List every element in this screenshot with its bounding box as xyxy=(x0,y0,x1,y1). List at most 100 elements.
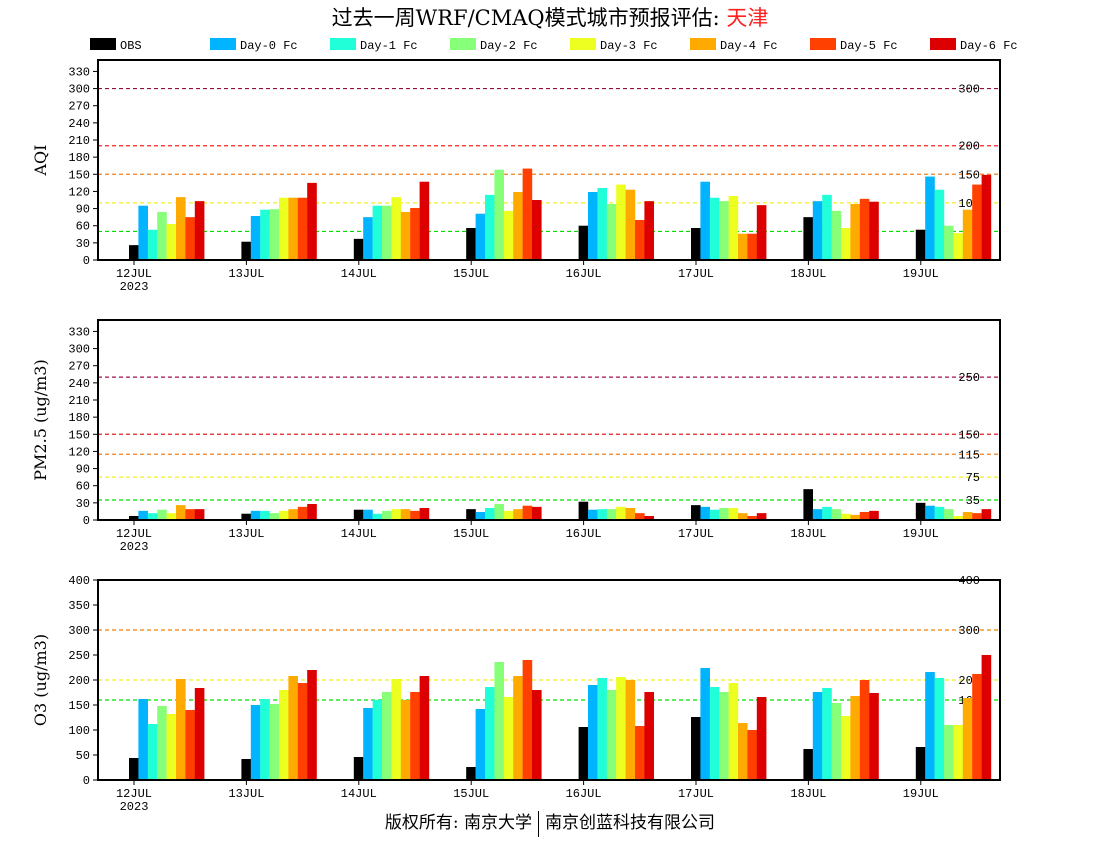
bar-day-6-fc xyxy=(532,506,542,520)
x-tick-label: 12JUL xyxy=(116,527,152,541)
bar-day-2-fc xyxy=(494,169,504,260)
bar-day-3-fc xyxy=(391,509,401,520)
bar-obs xyxy=(578,225,589,260)
bar-day-3-fc xyxy=(279,690,289,780)
threshold-label: 200 xyxy=(958,140,980,154)
bar-obs xyxy=(578,727,589,780)
bar-day-1-fc xyxy=(597,509,607,520)
bar-day-2-fc xyxy=(382,205,392,260)
bar-day-6-fc xyxy=(307,182,317,260)
bar-day-1-fc xyxy=(485,194,495,260)
bar-day-6-fc xyxy=(869,201,879,260)
y-tick-label: 60 xyxy=(76,480,90,494)
bar-day-5-fc xyxy=(635,726,645,780)
bar-day-2-fc xyxy=(269,513,280,520)
bar-obs xyxy=(466,509,476,520)
bar-day-0-fc xyxy=(588,685,598,780)
y-tick-label: 240 xyxy=(68,117,90,131)
bar-day-6-fc xyxy=(644,201,654,260)
bar-day-2-fc xyxy=(606,690,617,780)
y-tick-label: 150 xyxy=(68,699,90,713)
footer-right: 南京创蓝科技有限公司 xyxy=(545,813,716,833)
bar-day-2-fc xyxy=(831,210,842,260)
bar-day-2-fc xyxy=(157,706,167,780)
bar-day-3-fc xyxy=(841,716,851,780)
bar-obs xyxy=(691,228,701,260)
y-tick-label: 300 xyxy=(68,83,90,97)
legend-label: Day-4 Fc xyxy=(720,39,778,53)
threshold-label: 250 xyxy=(958,371,980,385)
bar-day-3-fc xyxy=(279,510,289,520)
y-tick-label: 240 xyxy=(68,377,90,391)
bar-day-4-fc xyxy=(625,680,636,780)
bar-day-4-fc xyxy=(850,204,860,260)
x-tick-label: 16JUL xyxy=(566,267,602,281)
bar-day-1-fc xyxy=(709,197,720,260)
bar-day-5-fc xyxy=(185,710,195,780)
bar-day-4-fc xyxy=(288,509,298,520)
bar-day-6-fc xyxy=(644,516,654,520)
bar-day-0-fc xyxy=(138,699,148,780)
bar-obs xyxy=(466,228,476,260)
bar-day-1-fc xyxy=(372,205,383,260)
y-tick-label: 30 xyxy=(76,237,90,251)
y-tick-label: 300 xyxy=(68,624,90,638)
bar-day-5-fc xyxy=(972,513,982,520)
bar-day-2-fc xyxy=(269,209,280,260)
x-tick-label: 18JUL xyxy=(790,267,826,281)
bar-day-5-fc xyxy=(297,197,308,260)
bar-day-5-fc xyxy=(410,208,420,260)
bar-day-2-fc xyxy=(831,703,842,780)
bar-obs xyxy=(466,767,476,780)
bar-day-6-fc xyxy=(756,205,767,260)
bar-day-3-fc xyxy=(841,513,851,520)
bar-obs xyxy=(691,717,701,780)
bar-day-2-fc xyxy=(157,212,167,260)
bar-day-2-fc xyxy=(157,509,167,520)
bar-day-4-fc xyxy=(513,509,523,520)
bar-day-1-fc xyxy=(260,699,270,780)
bar-day-0-fc xyxy=(812,692,823,780)
x-year-label: 2023 xyxy=(120,800,149,814)
bar-day-0-fc xyxy=(588,192,598,260)
bar-day-4-fc xyxy=(176,505,186,520)
y-tick-label: 400 xyxy=(68,574,90,588)
x-tick-label: 15JUL xyxy=(453,267,489,281)
bar-day-5-fc xyxy=(859,512,870,520)
x-tick-label: 14JUL xyxy=(341,267,377,281)
bar-day-1-fc xyxy=(372,513,383,520)
bar-day-1-fc xyxy=(260,510,270,520)
bar-obs xyxy=(915,229,926,260)
bar-day-4-fc xyxy=(176,679,186,780)
legend-swatch xyxy=(210,38,236,50)
bar-day-2-fc xyxy=(494,662,504,780)
bar-obs xyxy=(915,502,926,520)
x-year-label: 2023 xyxy=(120,280,149,294)
x-tick-label: 19JUL xyxy=(903,267,939,281)
bar-day-6-fc xyxy=(194,688,205,780)
bar-day-0-fc xyxy=(363,509,373,520)
threshold-label: 150 xyxy=(958,428,980,442)
legend-swatch xyxy=(450,38,476,50)
bar-day-6-fc xyxy=(419,676,430,780)
bar-day-3-fc xyxy=(953,725,963,780)
y-tick-label: 270 xyxy=(68,360,90,374)
bar-obs xyxy=(241,513,251,520)
bar-day-1-fc xyxy=(597,678,607,780)
bar-day-4-fc xyxy=(962,512,973,520)
bar-day-0-fc xyxy=(588,509,598,520)
threshold-label: 75 xyxy=(966,471,980,485)
bar-day-5-fc xyxy=(410,692,420,780)
bar-day-6-fc xyxy=(981,174,992,260)
bar-day-2-fc xyxy=(606,204,617,260)
bar-day-3-fc xyxy=(503,210,514,260)
bar-day-2-fc xyxy=(269,704,280,780)
bar-day-5-fc xyxy=(635,220,645,260)
bar-day-0-fc xyxy=(700,668,710,780)
legend-label: Day-0 Fc xyxy=(240,39,298,53)
y-tick-label: 150 xyxy=(68,168,90,182)
bar-day-6-fc xyxy=(756,697,767,780)
y-tick-label: 210 xyxy=(68,394,90,408)
bar-day-3-fc xyxy=(841,228,851,260)
bar-day-1-fc xyxy=(597,188,607,260)
